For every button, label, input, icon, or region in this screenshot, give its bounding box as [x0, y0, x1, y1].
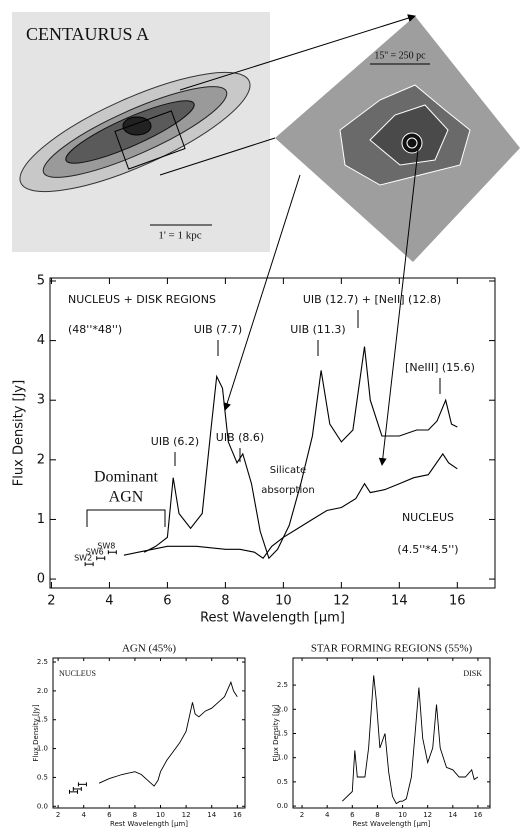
left-image: CENTAURUS A 1' = 1 kpc: [12, 12, 270, 252]
annotation: [NeIII] (15.6): [405, 361, 475, 374]
y-tick-label: 1.0: [277, 754, 288, 762]
annotation: NUCLEUS + DISK REGIONS: [68, 293, 216, 306]
point-label: SW6: [86, 548, 104, 557]
annotation: UIB (12.7) + [NeII] (12.8): [303, 293, 441, 306]
x-tick-label: 2: [47, 594, 55, 609]
x-axis-label: Rest Wavelength [μm]: [110, 820, 188, 828]
x-tick-label: 12: [423, 811, 432, 819]
y-tick-label: 2.0: [37, 687, 48, 695]
agn-bracket: [86, 509, 166, 527]
annotation: (48''*48''): [68, 323, 122, 336]
y-tick-label: 1: [37, 512, 45, 527]
x-tick-label: 6: [163, 594, 171, 609]
chart-title: STAR FORMING REGIONS (55%): [311, 643, 473, 655]
chart-title: AGN (45%): [122, 643, 176, 655]
x-tick-label: 4: [325, 811, 330, 819]
x-tick-label: 8: [221, 594, 229, 609]
x-tick-label: 6: [350, 811, 355, 819]
spectrum-line: [341, 675, 479, 805]
x-tick-label: 4: [105, 594, 113, 609]
image-title: CENTAURUS A: [26, 24, 149, 44]
x-tick-label: 16: [233, 811, 242, 819]
annotation: UIB (7.7): [194, 323, 242, 336]
y-tick-label: 1.5: [277, 729, 288, 737]
x-tick-label: 16: [473, 811, 482, 819]
y-tick-label: 1.0: [37, 745, 48, 753]
y-tick-label: 2.5: [277, 681, 288, 689]
plot-frame: [49, 277, 496, 589]
point-label: SW8: [97, 542, 115, 551]
y-tick-label: 0.0: [37, 802, 48, 810]
x-tick-label: 14: [448, 811, 457, 819]
y-tick-label: 4: [37, 333, 45, 348]
y-axis-label: Flux Density [Jy]: [272, 704, 280, 762]
scale-label: 15'' = 250 pc: [374, 50, 426, 61]
x-tick-label: 2: [300, 811, 304, 819]
annotation: NUCLEUS: [402, 511, 454, 524]
y-axis-label: Flux Density [Jy]: [32, 704, 40, 762]
right-image: 15'' = 250 pc: [275, 16, 520, 262]
annotation: Silicate: [270, 465, 306, 476]
y-tick-label: 2.0: [277, 705, 288, 713]
y-tick-label: 0.5: [37, 773, 48, 781]
y-tick-label: 5: [37, 273, 45, 288]
y-tick-label: 1.5: [37, 716, 48, 724]
annotation: AGN: [109, 489, 144, 506]
annotation: UIB (8.6): [216, 431, 264, 444]
scale-label: 1' = 1 kpc: [158, 230, 201, 242]
x-tick-label: 10: [275, 594, 292, 609]
x-tick-label: 8: [375, 811, 379, 819]
plot-frame: [292, 657, 491, 809]
annotation: absorption: [261, 485, 314, 496]
x-tick-label: 10: [156, 811, 165, 819]
x-tick-label: 2: [56, 811, 60, 819]
annotation: Dominant: [94, 469, 159, 486]
y-axis-label: Flux Density [Jy]: [11, 380, 26, 486]
x-tick-label: 8: [133, 811, 137, 819]
x-tick-label: 16: [449, 594, 466, 609]
panel-label: NUCLEUS: [59, 669, 96, 678]
panel-label: DISK: [463, 669, 482, 678]
y-tick-label: 2.5: [37, 658, 48, 666]
x-axis-label: Rest Wavelength [μm]: [200, 610, 345, 625]
x-tick-label: 10: [398, 811, 407, 819]
point-label: SW2: [74, 554, 92, 563]
y-tick-label: 3: [37, 393, 45, 408]
y-tick-label: 0: [37, 572, 45, 587]
y-tick-label: 0.5: [277, 778, 288, 786]
annotation: UIB (11.3): [290, 323, 345, 336]
spectrum-line: [123, 452, 458, 559]
annotation: (4.5''*4.5''): [397, 543, 458, 556]
y-tick-label: 2: [37, 452, 45, 467]
spectrum-line: [98, 680, 238, 787]
x-tick-label: 12: [182, 811, 191, 819]
y-tick-label: 0.0: [277, 802, 288, 810]
x-tick-label: 14: [207, 811, 216, 819]
connector-lines: [159, 14, 419, 466]
x-tick-label: 12: [333, 594, 350, 609]
x-axis-label: Rest Wavelength [μm]: [353, 820, 431, 828]
x-tick-label: 6: [107, 811, 112, 819]
annotation: UIB (6.2): [151, 435, 199, 448]
plot-frame: [52, 657, 246, 809]
x-tick-label: 4: [81, 811, 86, 819]
x-tick-label: 14: [391, 594, 408, 609]
